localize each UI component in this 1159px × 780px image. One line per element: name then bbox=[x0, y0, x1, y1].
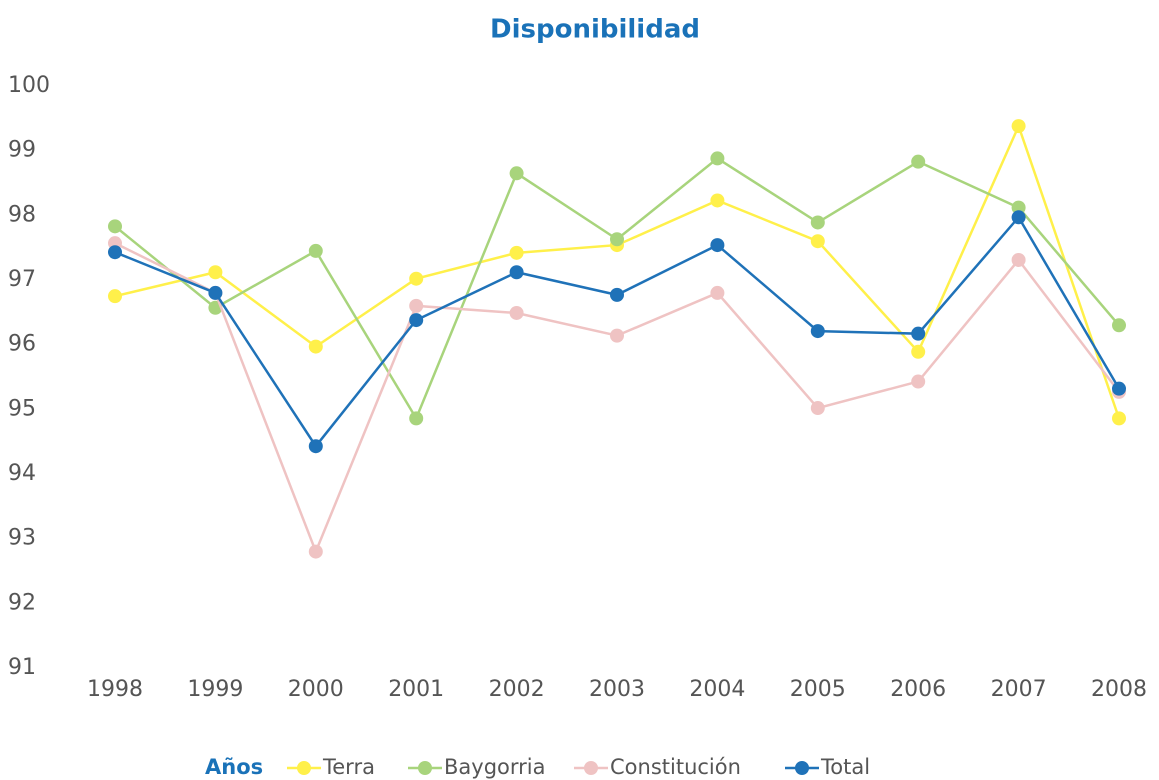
point bbox=[108, 219, 122, 234]
x-tick-label: 2007 bbox=[991, 677, 1047, 702]
point bbox=[1011, 252, 1026, 267]
point bbox=[810, 215, 825, 230]
y-tick-label: 93 bbox=[8, 526, 36, 551]
point bbox=[409, 313, 424, 328]
legend-dot bbox=[418, 761, 432, 775]
y-tick-label: 99 bbox=[8, 138, 36, 163]
point bbox=[208, 265, 223, 280]
x-tick-label: 2003 bbox=[589, 677, 645, 702]
y-tick-label: 96 bbox=[8, 332, 36, 357]
y-tick-label: 98 bbox=[8, 202, 36, 227]
point bbox=[911, 344, 926, 359]
point bbox=[911, 374, 926, 389]
point bbox=[1011, 200, 1026, 215]
point bbox=[710, 238, 725, 253]
point bbox=[911, 154, 926, 169]
y-tick-label: 91 bbox=[8, 655, 36, 680]
legend-label: Terra bbox=[322, 755, 375, 779]
x-tick-label: 2005 bbox=[790, 677, 846, 702]
x-tick-label: 2006 bbox=[890, 677, 946, 702]
point bbox=[108, 245, 122, 260]
point bbox=[308, 544, 323, 559]
x-tick-label: 2008 bbox=[1091, 677, 1147, 702]
point bbox=[208, 285, 223, 300]
point bbox=[409, 271, 424, 286]
y-tick-label: 92 bbox=[8, 590, 36, 615]
point bbox=[108, 289, 122, 304]
x-tick-label: 2001 bbox=[388, 677, 444, 702]
y-tick-label: 100 bbox=[8, 73, 50, 98]
point bbox=[1011, 210, 1026, 225]
point bbox=[509, 305, 524, 320]
x-tick-label: 2002 bbox=[489, 677, 545, 702]
point bbox=[308, 439, 323, 454]
point bbox=[308, 339, 323, 354]
legend-dot bbox=[795, 761, 809, 775]
point bbox=[308, 243, 323, 258]
legend-dot bbox=[584, 761, 598, 775]
x-tick-label: 1999 bbox=[187, 677, 243, 702]
x-tick-label: 2000 bbox=[288, 677, 344, 702]
y-tick-label: 97 bbox=[8, 267, 36, 292]
point bbox=[610, 287, 624, 302]
series-line bbox=[114, 122, 1121, 419]
point bbox=[810, 401, 825, 416]
legend-label: Baygorria bbox=[444, 755, 545, 779]
point bbox=[509, 245, 524, 260]
point bbox=[409, 411, 424, 426]
point bbox=[810, 234, 825, 249]
point bbox=[1112, 318, 1126, 333]
x-tick-label: 2004 bbox=[689, 677, 745, 702]
point bbox=[710, 151, 725, 166]
point bbox=[409, 298, 424, 313]
x-axis-title: Años bbox=[205, 755, 263, 779]
point bbox=[710, 193, 725, 208]
point bbox=[610, 328, 624, 343]
point bbox=[610, 232, 624, 247]
legend-dot bbox=[297, 761, 311, 775]
chart-title: Disponibilidad bbox=[490, 15, 700, 45]
point bbox=[1112, 381, 1126, 396]
y-tick-label: 95 bbox=[8, 396, 36, 421]
point bbox=[1011, 119, 1026, 134]
point bbox=[509, 166, 524, 181]
point bbox=[509, 265, 524, 280]
legend-label: Total bbox=[820, 755, 870, 779]
point bbox=[810, 324, 825, 339]
y-tick-label: 94 bbox=[8, 461, 36, 486]
point bbox=[911, 326, 926, 341]
point bbox=[1112, 411, 1126, 426]
legend-label: Constitución bbox=[610, 755, 741, 779]
point bbox=[710, 285, 725, 300]
x-tick-label: 1998 bbox=[87, 677, 143, 702]
